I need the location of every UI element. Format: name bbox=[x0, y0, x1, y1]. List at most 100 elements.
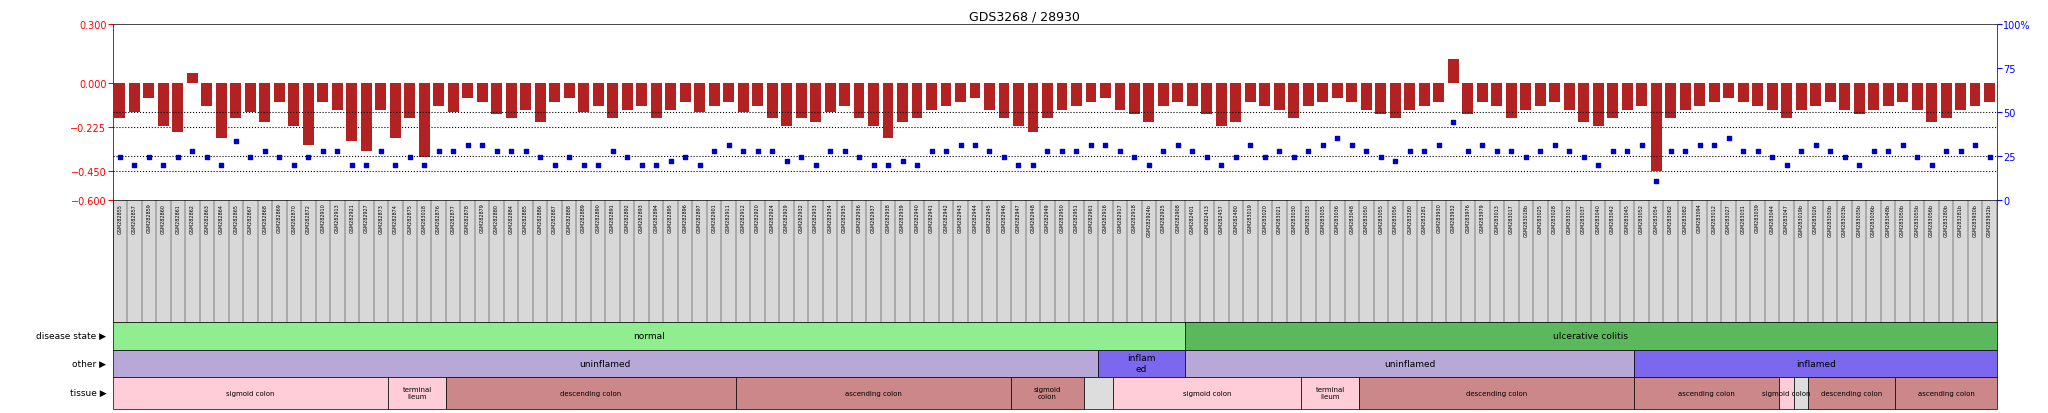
Point bbox=[625, 162, 657, 169]
Point bbox=[293, 154, 326, 161]
Point bbox=[1030, 149, 1063, 155]
Point bbox=[436, 149, 469, 155]
Point bbox=[930, 149, 963, 155]
Point bbox=[190, 154, 223, 161]
Point bbox=[1698, 143, 1731, 150]
Text: GSM282859: GSM282859 bbox=[145, 203, 152, 233]
Bar bbox=[289, 83, 299, 126]
Text: GSM282873: GSM282873 bbox=[379, 203, 383, 233]
Point bbox=[1466, 143, 1499, 150]
Point bbox=[1364, 154, 1397, 161]
Bar bbox=[201, 83, 213, 107]
Text: GSM283037: GSM283037 bbox=[1581, 203, 1587, 233]
Bar bbox=[1188, 83, 1198, 107]
Text: GSM282950: GSM282950 bbox=[1059, 203, 1065, 233]
Point bbox=[858, 162, 891, 169]
Point bbox=[1712, 135, 1745, 142]
Text: GSM283056b: GSM283056b bbox=[1929, 203, 1933, 236]
Bar bbox=[260, 83, 270, 123]
Text: GSM283018: GSM283018 bbox=[422, 203, 426, 233]
Bar bbox=[1593, 83, 1604, 126]
Bar bbox=[1217, 83, 1227, 126]
Bar bbox=[1462, 83, 1473, 115]
Point bbox=[176, 149, 209, 155]
Point bbox=[1509, 154, 1542, 161]
Bar bbox=[811, 83, 821, 123]
Point bbox=[1016, 162, 1049, 169]
Bar bbox=[1651, 83, 1661, 171]
Bar bbox=[1419, 83, 1430, 107]
Bar bbox=[113, 377, 387, 409]
Text: GSM283027: GSM283027 bbox=[1726, 203, 1731, 233]
Point bbox=[205, 162, 238, 169]
Point bbox=[582, 162, 614, 169]
Point bbox=[1741, 149, 1774, 155]
Bar bbox=[403, 83, 416, 119]
Point bbox=[1047, 149, 1079, 155]
Bar bbox=[1014, 83, 1024, 126]
Text: GSM282939: GSM282939 bbox=[899, 203, 905, 233]
Text: GSM282941: GSM282941 bbox=[930, 203, 934, 233]
Bar bbox=[735, 377, 1012, 409]
Text: GSM282885: GSM282885 bbox=[522, 203, 528, 233]
Point bbox=[1307, 143, 1339, 150]
Text: GSM282910: GSM282910 bbox=[319, 203, 326, 233]
Bar bbox=[1100, 83, 1110, 99]
Bar bbox=[694, 83, 705, 113]
Point bbox=[219, 139, 252, 145]
Point bbox=[1524, 149, 1556, 155]
Text: GSM283281: GSM283281 bbox=[1421, 203, 1427, 233]
Text: GSM283045: GSM283045 bbox=[1624, 203, 1630, 233]
Text: GSM282869: GSM282869 bbox=[276, 203, 283, 233]
Bar bbox=[623, 83, 633, 111]
Point bbox=[262, 154, 295, 161]
Bar bbox=[940, 83, 952, 107]
Text: GSM283044: GSM283044 bbox=[1769, 203, 1776, 233]
Bar bbox=[868, 83, 879, 126]
Bar bbox=[709, 83, 719, 107]
Bar bbox=[346, 83, 356, 142]
Point bbox=[827, 149, 860, 155]
Bar bbox=[1608, 83, 1618, 119]
Point bbox=[553, 154, 586, 161]
Text: GSM282880: GSM282880 bbox=[494, 203, 500, 233]
Text: inflamed: inflamed bbox=[1796, 359, 1835, 368]
Bar bbox=[1491, 83, 1503, 107]
Bar bbox=[1231, 83, 1241, 123]
Point bbox=[162, 154, 195, 161]
Bar bbox=[172, 83, 184, 132]
Point bbox=[1538, 143, 1571, 150]
Bar bbox=[1360, 83, 1372, 111]
Point bbox=[1219, 154, 1251, 161]
Bar bbox=[446, 377, 735, 409]
Point bbox=[684, 162, 717, 169]
Bar bbox=[186, 74, 199, 83]
Point bbox=[350, 162, 383, 169]
Point bbox=[524, 154, 557, 161]
Point bbox=[1595, 149, 1628, 155]
Bar bbox=[113, 350, 1098, 377]
Bar bbox=[752, 83, 764, 107]
Text: ascending colon: ascending colon bbox=[1917, 390, 1974, 396]
Bar bbox=[535, 83, 545, 123]
Text: GSM283932b: GSM283932b bbox=[1987, 203, 1993, 236]
Text: GSM282413: GSM282413 bbox=[1204, 203, 1210, 233]
Text: sigmoid colon: sigmoid colon bbox=[225, 390, 274, 396]
Point bbox=[365, 149, 397, 155]
Text: GSM282927: GSM282927 bbox=[365, 203, 369, 233]
Bar bbox=[115, 83, 125, 119]
Bar bbox=[1028, 83, 1038, 132]
Text: GSM283035: GSM283035 bbox=[1321, 203, 1325, 233]
Point bbox=[1204, 162, 1237, 169]
Bar bbox=[651, 83, 662, 119]
Text: GSM282932: GSM282932 bbox=[799, 203, 803, 233]
Text: sigmoid
colon: sigmoid colon bbox=[1034, 387, 1061, 399]
Point bbox=[510, 149, 543, 155]
Point bbox=[1495, 149, 1528, 155]
Bar bbox=[1956, 83, 1966, 111]
Text: GSM282916: GSM282916 bbox=[1104, 203, 1108, 233]
Bar bbox=[1894, 377, 1997, 409]
Point bbox=[1800, 143, 1833, 150]
Text: inflam
ed: inflam ed bbox=[1128, 354, 1155, 373]
Text: GSM283062: GSM283062 bbox=[1669, 203, 1673, 233]
